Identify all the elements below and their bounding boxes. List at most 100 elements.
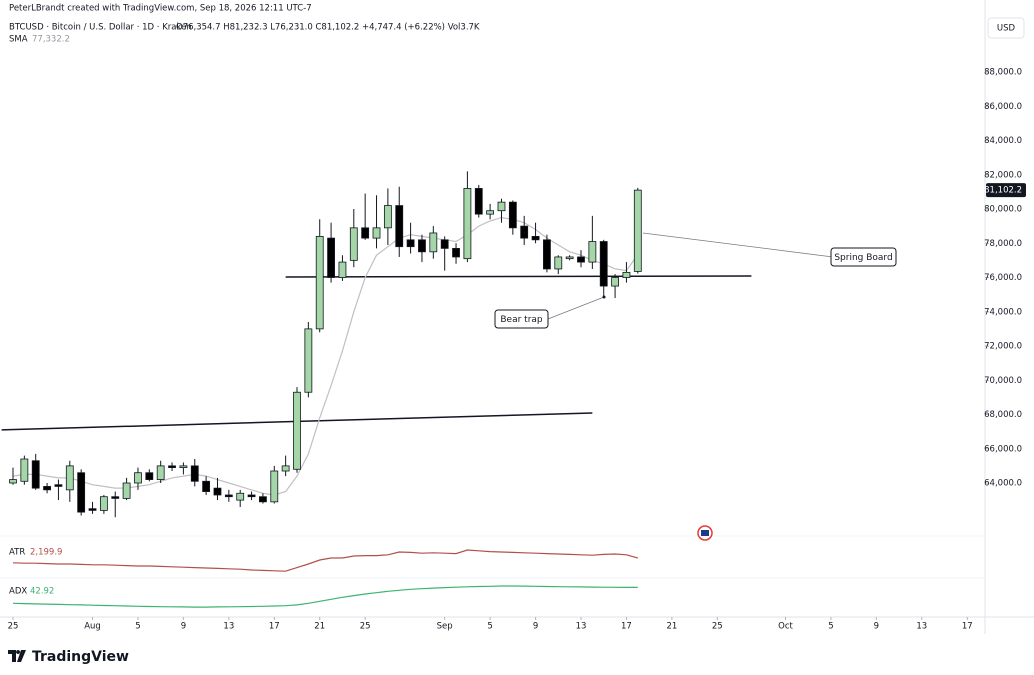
y-tick-label: 66,000.0 [984, 444, 1022, 454]
candle-body [293, 391, 301, 470]
x-tick-label: 25 [712, 622, 723, 632]
atr-line [12, 549, 638, 572]
candle-body [224, 494, 233, 498]
candle-body [270, 470, 279, 503]
x-tick-label: 21 [666, 622, 677, 632]
currency-box[interactable] [987, 17, 1025, 39]
candle-body [622, 271, 631, 278]
y-tick-label: 88,000.0 [984, 68, 1022, 78]
price-label-box [986, 183, 1026, 198]
candle-body [577, 256, 585, 263]
candle-body [327, 237, 335, 278]
y-tick-label: 82,000.0 [984, 170, 1022, 180]
y-tick-label: 68,000.0 [984, 410, 1022, 420]
candle-body [156, 465, 165, 480]
x-tick-label: 5 [487, 622, 492, 632]
candle-body [474, 188, 483, 215]
x-tick-label: 13 [916, 622, 927, 632]
symbol: BTCUSD · Bitcoin / U.S. Dollar · 1D · Kr… [9, 23, 192, 33]
candle-body [520, 225, 529, 239]
x-tick-label: 13 [576, 622, 587, 632]
candle-body [531, 235, 540, 241]
x-tick-label: 9 [533, 622, 538, 632]
candle-body [247, 494, 256, 498]
currency[interactable]: USD [997, 24, 1016, 34]
candle-body [168, 465, 176, 468]
candle-body [440, 239, 449, 249]
x-tick-label: 5 [828, 622, 833, 632]
candle-body [213, 487, 222, 496]
candle-body [554, 256, 563, 270]
x-tick-label: 21 [314, 622, 325, 632]
candle-body [497, 201, 506, 212]
candle-body [349, 227, 358, 261]
brand-name: TradingView [32, 649, 129, 665]
candle-body [588, 241, 597, 263]
y-tick-label: 72,000.0 [984, 342, 1022, 352]
candle-body [145, 472, 154, 480]
candle-body [599, 241, 608, 287]
candle-body [88, 508, 97, 511]
candle-body [372, 227, 381, 239]
callout-text: Spring Board [834, 253, 892, 263]
x-tick-label: Oct [778, 622, 793, 632]
brand: TradingView [8, 649, 129, 665]
candle-body [611, 277, 619, 287]
y-tick-label: 84,000.0 [984, 136, 1022, 146]
x-tick-label: 17 [269, 622, 280, 632]
y-tick-label: 86,000.0 [984, 102, 1022, 112]
candle-body [9, 479, 17, 484]
candle-body [395, 205, 404, 248]
candle-body [43, 486, 51, 491]
adx-name: ADX [9, 587, 27, 597]
y-tick-label: 78,000.0 [984, 239, 1022, 249]
candle-body [134, 472, 142, 484]
candle-body [418, 239, 426, 253]
annotation-bear-trap: Bear trap [494, 295, 606, 329]
x-tick-label: 13 [223, 622, 234, 632]
adx-value: 42.92 [30, 587, 54, 597]
candle-body [281, 465, 290, 472]
flag[interactable] [701, 530, 709, 536]
candle-body [65, 465, 74, 491]
x-tick-label: 9 [181, 622, 186, 632]
ohlc: O76,354.7 H81,232.3 L76,231.0 C81,102.2 … [176, 23, 480, 33]
candle-body [259, 496, 267, 503]
x-tick-label: Sep [437, 622, 453, 632]
brand-logo [8, 650, 26, 662]
sma-name: SMA [9, 35, 28, 45]
credit: PeterLBrandt created with TradingView.co… [9, 4, 312, 14]
plot: 64,000.0 66,000.0 68,000.0 70,000.0 72,000.0… [1, 68, 1022, 632]
candle-body [202, 480, 211, 492]
flag-icon[interactable] [697, 525, 713, 541]
x-tick-label: 25 [8, 622, 19, 632]
x-tick-label: 9 [874, 622, 879, 632]
x-tick-label: 25 [360, 622, 371, 632]
sma-value: 77,332.2 [32, 35, 70, 45]
price-label: 81,102.2 [984, 186, 1022, 196]
atr-name: ATR [9, 548, 25, 558]
candle-body [31, 460, 40, 489]
candle-body [236, 492, 245, 501]
callout-line [642, 232, 834, 258]
candle-body [452, 247, 460, 258]
sma-line [12, 216, 639, 496]
adx-line [12, 585, 638, 608]
candle-body [463, 188, 472, 260]
candle-body [315, 235, 324, 330]
y-tick-label: 64,000.0 [984, 479, 1022, 489]
annotation-spring-board: Spring Board [642, 232, 897, 267]
candle-body [122, 482, 131, 499]
candle-body [54, 484, 63, 487]
candle-body [508, 201, 517, 229]
callout-text: Bear trap [500, 315, 543, 325]
candle-body [179, 465, 188, 468]
y-tick-label: 76,000.0 [984, 273, 1022, 283]
candle-body [20, 458, 29, 482]
candle-body [77, 472, 86, 513]
candle-body [486, 210, 495, 215]
callout-line [547, 296, 605, 320]
x-tick-label: 17 [621, 622, 632, 632]
x-tick-label: Aug [84, 622, 101, 632]
